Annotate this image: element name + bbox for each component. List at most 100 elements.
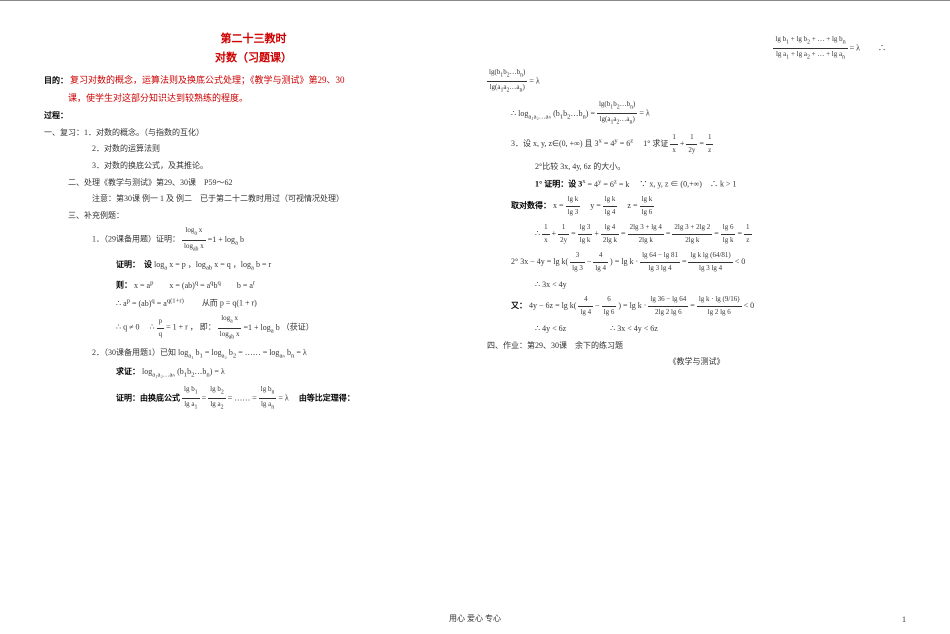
step1-line: ∴ 1x + 12y = lg 3lg k + lg 42lg k = 2lg … <box>487 222 906 247</box>
step2-concl: ∴ 3x < 4y <box>487 278 906 292</box>
frac-4-2k: lg 42lg k <box>601 222 619 247</box>
then4b-eq: = 1 + r ， <box>166 323 198 332</box>
frac-4lg4: 4lg 4 <box>593 250 608 275</box>
step3-lhs: 4y − 6z = lg k( <box>529 302 578 311</box>
frac-12y-b: 12y <box>558 222 569 247</box>
quduishu-line: 取对数得： x = lg klg 3 y = lg klg 4 z = lg k… <box>487 194 906 219</box>
then4a: ∴ q ≠ 0 <box>116 323 139 332</box>
step3-line: 又： 4y − 6z = lg k( 4lg 4 − 6lg 6 ) = lg … <box>487 294 906 319</box>
set1: loga x = p ，logab x = q ，loga b = r <box>154 260 271 269</box>
proof3-set: = 4y = 6z = k <box>588 180 630 189</box>
ex2-label: 2．（30课备用题1）已知 <box>92 348 176 357</box>
frac-step3d: lg k · lg (9/16)lg 2 lg 6 <box>697 294 742 319</box>
given2: loga₁ b1 = loga₂ b2 = …… = logaₙ bn = λ <box>178 348 307 357</box>
lambda-tr2: = λ <box>529 76 539 85</box>
frac-k4: lg klg 4 <box>603 194 618 219</box>
aim-text2: 课，使学生对这部分知识达到较熟练的程度。 <box>44 91 463 106</box>
proof2-label: 证明：由换底公式 <box>116 393 180 402</box>
bideng: 由等比定理得： <box>299 393 355 402</box>
then-label: 则： <box>116 281 132 290</box>
frac-prod-b-a: lg(b1b2…bn) lg(a1a2…an) <box>487 67 527 97</box>
quduishu: 取对数得： <box>511 202 551 211</box>
concl2-line: ∴ loga₁a₂…aₙ (b1b2…bn) = lg(b1b2…bn) lg(… <box>487 99 906 129</box>
lambda: = λ <box>278 393 288 402</box>
prove2: loga₁a₂…aₙ (b1b2…bn) = λ <box>142 367 225 376</box>
ji: 即： <box>200 323 216 332</box>
proof-label: 证明： 设 <box>116 260 152 269</box>
frac-12y: 1 2y <box>686 132 697 157</box>
example-1: 1．（29课备用题）证明： loga x logab x =1 + loga b <box>44 225 463 255</box>
sec2: 二、处理《教学与测试》第29、30课 P59～62 <box>44 176 463 190</box>
frac-4lg4b: 4lg 4 <box>578 294 593 319</box>
aim-text1: 复习对数的概念，运算法则及换底公式处理；《教学与测试》第29、30 <box>70 75 345 85</box>
frac-k3: lg klg 3 <box>566 194 581 219</box>
prove2-line: 求证： loga₁a₂…aₙ (b1b2…bn) = λ <box>44 365 463 381</box>
lambda-tr: = λ <box>850 44 860 53</box>
frac-step3c: lg 36 − lg 642lg 2 lg 6 <box>648 294 688 319</box>
ex3-compare: 2°比较 3x, 4y, 6z 的大小。 <box>487 160 906 174</box>
then1: x = ap x = (ab)q = aqbq b = ar <box>134 281 255 290</box>
sec3: 三、补充例题： <box>44 209 463 223</box>
aim-label: 目的： <box>44 76 68 85</box>
frac-1z: 1 z <box>706 132 714 157</box>
step2-end: < 0 <box>735 257 746 266</box>
frac-concl2: lg(b1b2…bn) lg(a1a2…an) <box>597 99 637 129</box>
frac-step2c: lg 64 − lg 81lg 3 lg 4 <box>640 250 680 275</box>
then2: ∴ ap = (ab)q = aq(1+r) <box>116 299 184 308</box>
top-right-frac2: lg(b1b2…bn) lg(a1a2…an) = λ <box>487 67 906 97</box>
ex1-label: 1．（29课备用题）证明： <box>92 235 180 244</box>
frac-sumb-suma: lg b1 + lg b2 + … + lg bn lg a1 + lg a2 … <box>773 34 847 64</box>
sec1-2: 2．对数的运算法则 <box>44 142 463 156</box>
step3-concl: ∴ 4y < 6z <box>535 324 566 333</box>
right-column: lg b1 + lg b2 + … + lg bn lg a1 + lg a2 … <box>487 31 906 416</box>
final-ineq: ∴ 3x < 4y < 6z <box>610 324 658 333</box>
frac-3lg3: 3lg 3 <box>570 250 585 275</box>
concl2: ∴ loga₁a₂…aₙ (b1b2…bn) = <box>511 109 597 118</box>
left-column: 第二十三教时 对数（习题课） 目的： 复习对数的概念，运算法则及换底公式处理；《… <box>44 31 463 416</box>
frac-step1d: 2lg 3 + 2lg 22lg k <box>672 222 712 247</box>
step2-lhs: 3x − 4y = lg k( <box>520 257 570 266</box>
step3-concl-final: ∴ 4y < 6z ∴ 3x < 4y < 6z <box>487 322 906 336</box>
proof-set: 证明： 设 loga x = p ，logab x = q ，loga b = … <box>44 258 463 274</box>
then4-line: ∴ q ≠ 0 ∴ p q = 1 + r ， 即： loga x logab … <box>44 313 463 343</box>
frac-step1e: lg 6lg k <box>721 222 736 247</box>
frac-1x-b: 1x <box>542 222 550 247</box>
lesson-subtitle: 对数（习题课） <box>44 49 463 65</box>
example-3: 3．设 x, y, z∈(0, +∞) 且 3x = 4y = 6z 1° 求证… <box>487 132 906 157</box>
step2-mid: ) = lg k · <box>610 257 640 266</box>
step3-mid: ) = lg k · <box>618 302 648 311</box>
page-body: 第二十三教时 对数（习题课） 目的： 复习对数的概念，运算法则及换底公式处理；《… <box>0 0 950 426</box>
step3-end: < 0 <box>744 302 755 311</box>
frac-b2a2: lg b2 lg a2 <box>208 384 226 414</box>
step2-line: 2° 3x − 4y = lg k( 3lg 3 − 4lg 4 ) = lg … <box>487 250 906 275</box>
footer-text: 用心 爱心 专心 <box>0 613 950 624</box>
frac-1x: 1 x <box>670 132 678 157</box>
proof3-line: 1° 证明：设 3x = 4y = 6z = k ∵ x, y, z ∈ (0,… <box>487 176 906 191</box>
sec1-3: 3．对数的换底公式，及其推论。 <box>44 159 463 173</box>
proof3-cond: ∵ x, y, z ∈ (0,+∞) ∴ k > 1 <box>639 180 736 189</box>
process-label: 过程： <box>44 109 463 123</box>
sec4-sub: 《教学与测试》 <box>487 355 906 369</box>
then-line: 则： x = ap x = (ab)q = aqbq b = ar <box>44 277 463 292</box>
hence: 从而 <box>202 299 218 308</box>
frac-bnan: lg bn lg an <box>259 384 277 414</box>
lambda-c2: = λ <box>639 109 649 118</box>
frac-logax-logabx-2: loga x logab x <box>218 313 242 343</box>
frac-3k: lg 3lg k <box>578 222 593 247</box>
proof2-line: 证明：由换底公式 lg b1 lg a1 = lg b2 lg a2 = …… … <box>44 384 463 414</box>
ex3-exp: = 4y = 6z <box>604 139 633 148</box>
frac-1z-b: 1z <box>744 222 752 247</box>
sec2-note: 注意：第30课 例一 1 及 例二 已于第二十二教时用过（可视情况处理） <box>44 192 463 206</box>
qiuzheng-label: 求证： <box>116 367 140 376</box>
then2-line: ∴ ap = (ab)q = aq(1+r) 从而 p = q(1 + r) <box>44 295 463 310</box>
eq1b: =1 + loga b <box>243 323 279 332</box>
ex3-label2: 1° 求证 <box>635 139 668 148</box>
frac-step2d: lg k lg (64/81)lg 3 lg 4 <box>688 250 732 275</box>
then3: p = q(1 + r) <box>220 299 257 308</box>
frac-logax-logabx: loga x logab x <box>182 225 206 255</box>
example-2: 2．（30课备用题1）已知 loga₁ b1 = loga₂ b2 = …… =… <box>44 346 463 362</box>
proof3-label: 1° 证明：设 3 <box>535 180 582 189</box>
sec1: 一、复习：1．对数的概念。（与指数的互化） <box>44 126 463 140</box>
huozheng: （获证） <box>282 323 314 332</box>
frac-pq: p q <box>157 316 165 341</box>
